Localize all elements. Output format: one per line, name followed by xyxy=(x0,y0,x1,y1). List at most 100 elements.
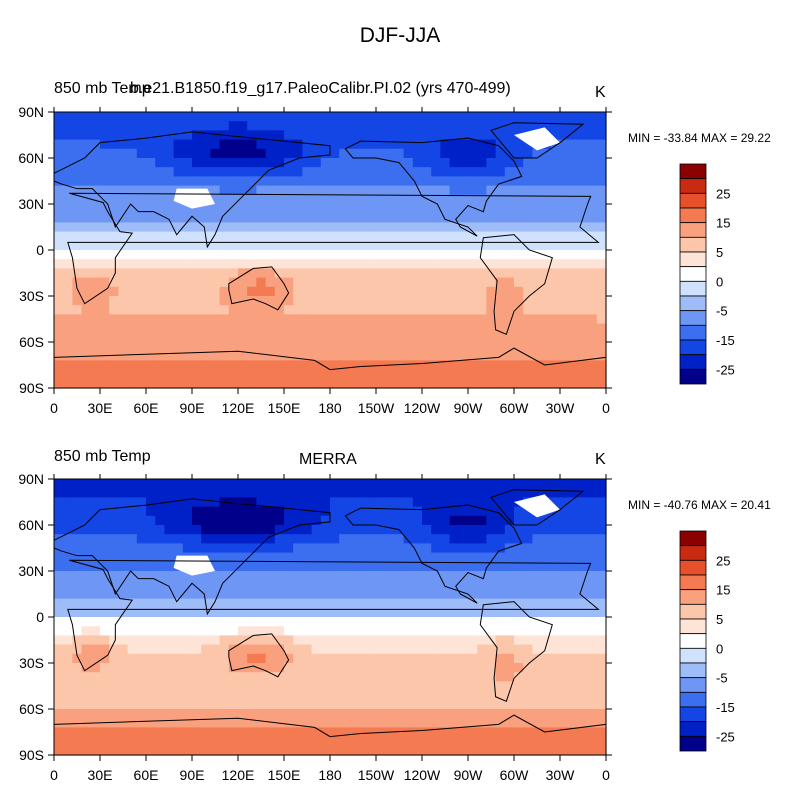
field-cell xyxy=(541,479,552,489)
field-cell xyxy=(412,479,423,489)
field-cell xyxy=(449,286,460,297)
field-cell xyxy=(339,672,349,682)
field-cell xyxy=(247,121,257,131)
field-cell xyxy=(192,277,202,288)
field-cell xyxy=(320,314,331,325)
field-cell xyxy=(348,130,359,141)
field-cell xyxy=(256,332,267,343)
field-cell xyxy=(403,543,414,554)
field-cell xyxy=(440,369,451,380)
colorbar-swatch xyxy=(679,207,707,224)
field-cell xyxy=(504,296,515,306)
field-cell xyxy=(339,736,349,747)
field-cell xyxy=(366,296,377,306)
field-cell xyxy=(247,314,257,325)
field-cell xyxy=(118,736,129,747)
field-cell xyxy=(431,213,441,223)
field-cell xyxy=(504,580,515,590)
field-cell xyxy=(403,378,414,389)
field-cell xyxy=(320,571,331,581)
field-cell xyxy=(495,552,506,563)
field-cell xyxy=(228,552,239,563)
field-cell xyxy=(578,515,589,526)
field-cell xyxy=(422,690,432,701)
field-cell xyxy=(431,598,441,609)
field-cell xyxy=(63,213,73,223)
colorbar-swatch xyxy=(679,530,707,547)
field-cell xyxy=(127,644,138,655)
field-cell xyxy=(504,644,515,655)
field-cell xyxy=(247,580,257,590)
field-cell xyxy=(366,314,377,325)
field-cell xyxy=(403,369,414,380)
field-cell xyxy=(449,525,460,535)
field-cell xyxy=(394,718,405,728)
field-cell xyxy=(201,378,211,389)
field-cell xyxy=(136,635,147,646)
field-cell xyxy=(550,231,561,242)
field-cell xyxy=(127,204,138,214)
field-cell xyxy=(394,672,405,682)
field-cell xyxy=(578,360,589,371)
field-cell xyxy=(302,314,313,325)
field-cell xyxy=(560,342,570,352)
field-cell xyxy=(596,139,607,150)
field-cell xyxy=(412,663,423,673)
field-cell xyxy=(514,745,524,756)
field-cell xyxy=(256,369,267,380)
field-cell xyxy=(192,240,202,251)
field-cell xyxy=(238,305,248,315)
field-cell xyxy=(100,571,110,581)
field-cell xyxy=(54,525,64,535)
field-cell xyxy=(339,121,349,131)
panel-stats: MIN = -33.84 MAX = 29.22 xyxy=(628,131,771,145)
field-cell xyxy=(136,690,147,701)
field-cell xyxy=(219,571,230,581)
field-cell xyxy=(173,332,184,343)
field-cell xyxy=(532,158,543,168)
field-cell xyxy=(127,112,138,122)
field-cell xyxy=(182,598,193,609)
field-cell xyxy=(596,515,607,526)
field-cell xyxy=(146,268,156,279)
field-cell xyxy=(440,121,451,131)
field-cell xyxy=(385,112,395,122)
field-cell xyxy=(550,745,561,756)
field-cell xyxy=(182,617,193,627)
field-cell xyxy=(541,653,552,664)
field-cell xyxy=(412,369,423,380)
field-cell xyxy=(265,305,276,315)
field-cell xyxy=(100,644,110,655)
field-cell xyxy=(514,552,524,563)
colorbar-label: -5 xyxy=(716,304,728,319)
field-cell xyxy=(219,213,230,223)
field-cell xyxy=(348,332,359,343)
field-cell xyxy=(504,148,515,159)
field-cell xyxy=(541,194,552,205)
field-cell xyxy=(210,213,221,223)
lon-tick-label: 120W xyxy=(404,767,441,783)
field-cell xyxy=(440,488,451,498)
field-cell xyxy=(385,296,395,306)
field-cell xyxy=(311,653,322,664)
field-cell xyxy=(412,360,423,371)
field-cell xyxy=(201,589,211,600)
field-cell xyxy=(468,369,478,380)
field-cell xyxy=(449,552,460,563)
field-cell xyxy=(320,277,331,288)
field-cell xyxy=(550,571,561,581)
field-cell xyxy=(63,112,73,122)
field-cell xyxy=(587,736,598,747)
field-cell xyxy=(578,607,589,618)
field-cell xyxy=(449,213,460,223)
field-cell xyxy=(596,176,607,187)
field-cell xyxy=(348,351,359,361)
field-cell xyxy=(348,653,359,664)
field-cell xyxy=(578,653,589,664)
field-cell xyxy=(578,121,589,131)
field-cell xyxy=(431,589,441,600)
field-cell xyxy=(357,727,368,738)
field-cell xyxy=(330,607,340,618)
field-cell xyxy=(532,286,543,297)
field-cell xyxy=(100,176,110,187)
